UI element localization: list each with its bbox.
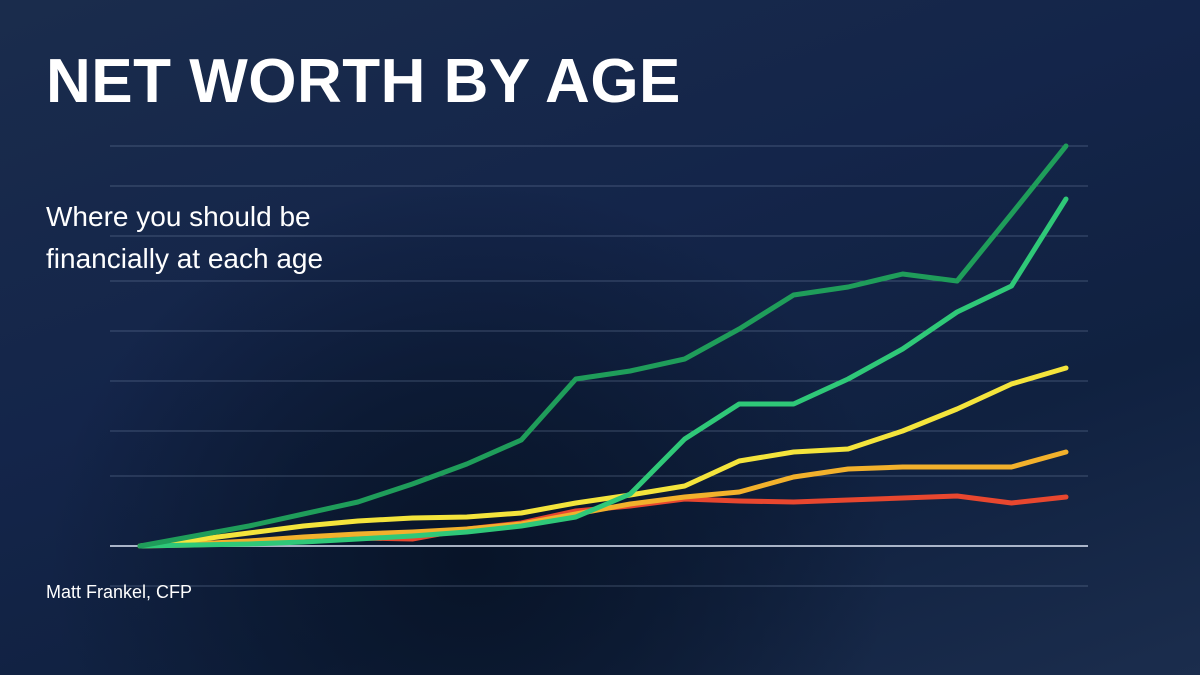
series-line <box>137 143 1069 549</box>
chart-subtitle: Where you should be financially at each … <box>46 201 324 274</box>
series-line <box>137 449 1069 549</box>
author: Matt Frankel, CFP <box>46 582 193 602</box>
chart-title: NET WORTH BY AGE <box>46 47 681 116</box>
series-line <box>137 365 1069 549</box>
series-line <box>137 196 1069 549</box>
